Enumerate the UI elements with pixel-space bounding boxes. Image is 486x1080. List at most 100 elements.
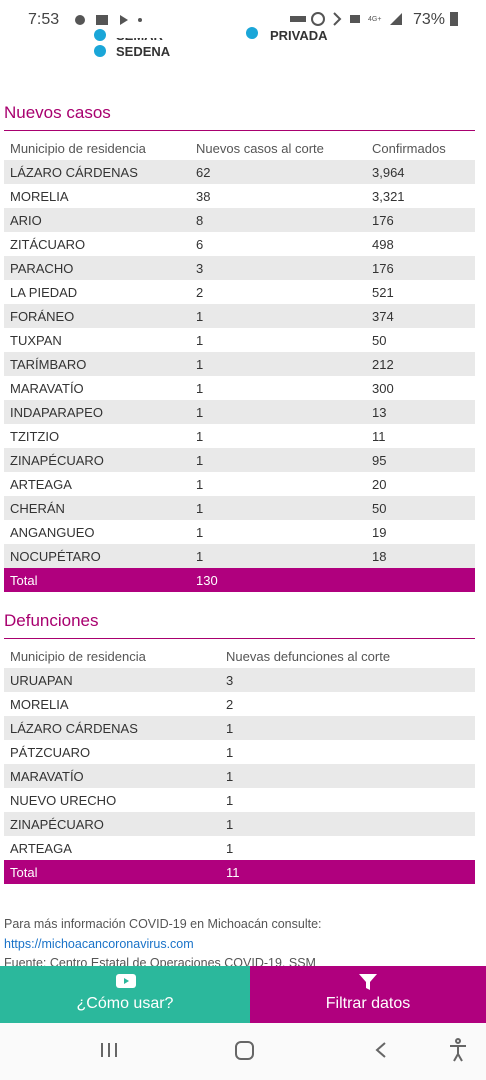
cell: ARTEAGA [10, 477, 72, 492]
home[interactable] [235, 1041, 254, 1060]
accessibility[interactable] [450, 1038, 466, 1062]
table-row: ARTEAGA 1 [4, 836, 475, 860]
table-row: MORELIA 2 [4, 692, 475, 716]
section-title: Defunciones [4, 611, 99, 630]
cell: PÁTZCUARO [10, 745, 91, 760]
cell: ANGANGUEO [10, 525, 95, 540]
cell: 1 [226, 841, 234, 856]
cell: 2 [226, 697, 234, 712]
header-cell: Municipio de residencia [10, 141, 146, 156]
table-row: URUAPAN 3 [4, 668, 475, 692]
cell: ZINAPÉCUARO [10, 453, 104, 468]
icons: 4G+ [290, 12, 402, 26]
header-cell: Confirmados [372, 141, 446, 156]
table-row: PARACHO 3 176 [4, 256, 475, 280]
cell: 8 [196, 213, 204, 228]
cell: URUAPAN [10, 673, 73, 688]
table-row: TUXPAN 1 50 [4, 328, 475, 352]
cell: CHERÁN [10, 501, 65, 516]
cell: 1 [226, 721, 234, 736]
cell: TUXPAN [10, 333, 62, 348]
cell: 20 [372, 477, 387, 492]
cell: INDAPARAPEO [10, 405, 103, 420]
cell: 498 [372, 237, 394, 252]
button-label: Filtrar datos [325, 995, 411, 1012]
icons [75, 15, 142, 25]
cell: 3 [196, 261, 204, 276]
status-bar: 7:53 4G+ 73% [0, 0, 486, 38]
cell: TZITZIO [10, 429, 60, 444]
table-row: MORELIA 38 3,321 [4, 184, 475, 208]
cell: ZINAPÉCUARO [10, 817, 104, 832]
recents[interactable] [101, 1043, 117, 1057]
time: 7:53 [28, 11, 60, 28]
cell: LÁZARO CÁRDENAS [10, 721, 138, 736]
table-row: INDAPARAPEO 1 13 [4, 400, 475, 424]
table-row: TZITZIO 1 11 [4, 424, 475, 448]
back[interactable] [375, 1042, 386, 1058]
cell: 62 [196, 165, 211, 180]
table-row: MARAVATÍO 1 300 [4, 376, 475, 400]
cell: 1 [196, 549, 204, 564]
cell: 3 [226, 673, 234, 688]
battery: 73% [413, 11, 446, 28]
cell: 1 [196, 405, 204, 420]
legend-label: SEMAR [116, 38, 163, 43]
cell: 1 [196, 453, 204, 468]
cell: 50 [372, 501, 387, 516]
rule [4, 638, 475, 639]
cell: 95 [372, 453, 387, 468]
cell: 1 [196, 381, 204, 396]
status-right-icons: 4G+ [290, 12, 410, 26]
link[interactable]: https://michoacancoronavirus.com [4, 937, 194, 951]
cell: 13 [372, 405, 387, 420]
cell: 1 [226, 817, 234, 832]
table-row: CHERÁN 1 50 [4, 496, 475, 520]
status-icons [74, 13, 144, 25]
total-row: Total 130 [4, 568, 475, 592]
table-row: TARÍMBARO 1 212 [4, 352, 475, 376]
cell: 374 [372, 309, 394, 324]
table-row: ANGANGUEO 1 19 [4, 520, 475, 544]
legend-dot [94, 29, 106, 41]
cell: 521 [372, 285, 394, 300]
cell: ARTEAGA [10, 841, 72, 856]
table-row: ZITÁCUARO 6 498 [4, 232, 475, 256]
cell: 1 [196, 477, 204, 492]
nav-icons [101, 1038, 466, 1062]
total-cell: Total [10, 573, 38, 588]
filter-icon [359, 974, 377, 990]
legend-label: PRIVADA [270, 28, 328, 43]
cell: MORELIA [10, 697, 69, 712]
cell: LA PIEDAD [10, 285, 78, 300]
cell: 1 [196, 357, 204, 372]
cell: 38 [196, 189, 211, 204]
info-text: Para más información COVID-19 en Michoac… [4, 917, 322, 931]
header-row: Municipio de residencia Nuevos casos al c… [4, 136, 475, 160]
filter-button[interactable]: Filtrar datos [250, 966, 486, 1023]
cell: PARACHO [10, 261, 74, 276]
legend-label: SEDENA [116, 44, 171, 59]
total-cell: Total [10, 865, 38, 880]
section-title: Nuevos casos [4, 103, 111, 122]
cell: 1 [226, 769, 234, 784]
cell: MARAVATÍO [10, 769, 84, 784]
table-row: LA PIEDAD 2 521 [4, 280, 475, 304]
header-cell: Municipio de residencia [10, 649, 146, 664]
cell: 300 [372, 381, 394, 396]
cell: 212 [372, 357, 394, 372]
cell: 50 [372, 333, 387, 348]
total-row: Total 11 [4, 860, 475, 884]
how-button[interactable]: ¿Cómo usar? [0, 966, 250, 1023]
svg-text:4G+: 4G+ [368, 16, 381, 23]
cell: 11 [372, 429, 386, 444]
cell: 1 [196, 333, 204, 348]
cell: 19 [372, 525, 387, 540]
cell: MORELIA [10, 189, 69, 204]
cell: 176 [372, 261, 394, 276]
cell: NOCUPÉTARO [10, 549, 101, 564]
rule [4, 130, 475, 131]
header-cell: Nuevos casos al corte [196, 141, 324, 156]
cell: 1 [196, 309, 204, 324]
